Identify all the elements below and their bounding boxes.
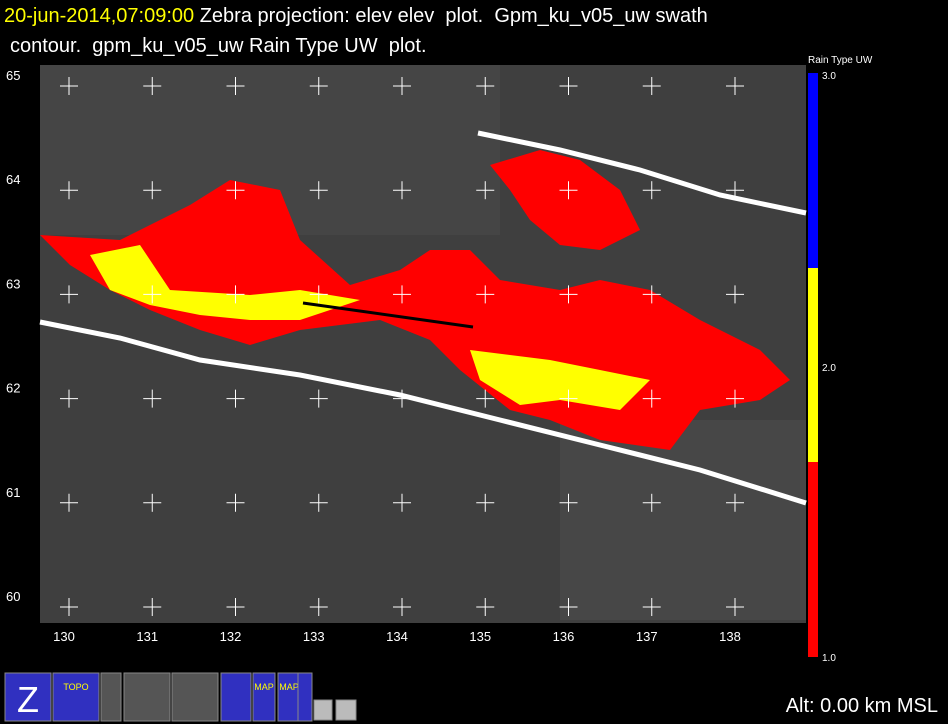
swath-edge (39, 319, 807, 506)
toolbar-icon[interactable] (277, 672, 301, 722)
colorbar-segment (808, 268, 818, 462)
y-tick-label: 64 (6, 172, 20, 187)
altitude-status: Alt: 0.00 km MSL (786, 695, 938, 717)
toolbar-icon[interactable] (100, 672, 122, 722)
x-tick-label: 130 (53, 629, 75, 644)
swath-edge (477, 130, 807, 216)
title-text: Zebra projection: elev elev plot. Gpm_ku… (194, 5, 708, 27)
y-tick-label: 62 (6, 381, 20, 396)
x-tick-label: 137 (636, 629, 658, 644)
x-tick-label: 136 (553, 629, 575, 644)
toolbar-icon[interactable] (123, 672, 171, 722)
y-tick-label: 65 (6, 68, 20, 83)
colorbar-label: 2.0 (822, 363, 836, 374)
colorbar-label: 1.0 (822, 653, 836, 664)
title-line-1: 20-jun-2014,07:09:00 Zebra projection: e… (4, 5, 708, 27)
x-tick-label: 132 (220, 629, 242, 644)
y-tick-label: 63 (6, 276, 20, 291)
y-tick-label: 61 (6, 485, 20, 500)
toolbar-icon[interactable] (4, 672, 52, 722)
colorbar-segment (808, 73, 818, 268)
toolbar-icon[interactable] (313, 699, 333, 721)
toolbar-icon-label: TOPO (63, 682, 88, 692)
colorbar-label: 3.0 (822, 71, 836, 82)
colorbar-segment (808, 462, 818, 657)
terrain (560, 420, 806, 620)
y-tick-label: 60 (6, 589, 20, 604)
toolbar-icon-label: MAP (254, 682, 274, 692)
timestamp: 20-jun-2014,07:09:00 (4, 5, 194, 27)
x-tick-label: 135 (469, 629, 491, 644)
title-line-2: contour. gpm_ku_v05_uw Rain Type UW plot… (10, 35, 427, 57)
toolbar-icon[interactable] (297, 672, 313, 722)
toolbar-icon-label: MAP (279, 682, 299, 692)
x-tick-label: 133 (303, 629, 325, 644)
rain-region (90, 245, 360, 320)
colorbar-title: Rain Type UW (808, 55, 873, 66)
toolbar-icon[interactable] (335, 699, 357, 721)
toolbar-icon-label: Z (17, 679, 39, 720)
cross-section-line (302, 301, 474, 329)
rain-region (470, 350, 650, 410)
toolbar-icon[interactable] (52, 672, 100, 722)
toolbar-icon[interactable] (220, 672, 252, 722)
x-tick-label: 134 (386, 629, 408, 644)
x-tick-label: 138 (719, 629, 741, 644)
rain-region (490, 150, 640, 250)
x-tick-label: 131 (136, 629, 158, 644)
toolbar-icon[interactable] (252, 672, 276, 722)
toolbar-icon[interactable] (171, 672, 219, 722)
